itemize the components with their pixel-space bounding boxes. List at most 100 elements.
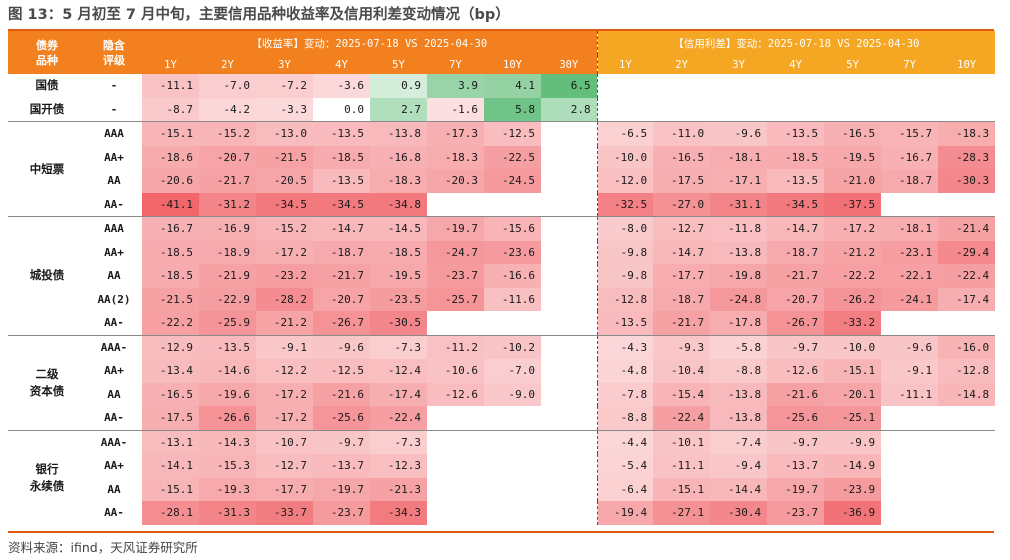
spread-change-cell: -17.4 (938, 287, 996, 311)
yield-change-cell: -18.7 (313, 240, 370, 264)
yield-change-cell: -3.3 (256, 97, 313, 122)
spread-change-cell: -12.6 (767, 359, 825, 383)
spread-change-cell: -13.7 (767, 454, 825, 478)
spread-change-cell: -9.8 (597, 240, 654, 264)
yield-change-cell: -12.3 (370, 454, 427, 478)
table-row: 银行 永续债 AAA- -13.1 -14.3 -10.7 -9.7 -7.3 -4.4 -10.… (8, 429, 996, 525)
yield-change-cell: -23.5 (370, 287, 427, 311)
spread-change-cell: -8.8 (710, 359, 768, 383)
spread-change-cell: -12.0 (597, 169, 654, 193)
yield-change-cell: -21.3 (370, 477, 427, 501)
yield-change-cell: -7.0 (484, 359, 541, 383)
table-row: AA -20.6 -21.7 -20.5 -13.5 -18.3 -20.3 -24.5 -12… (8, 169, 996, 193)
yield-change-cell: -16.5 (142, 382, 199, 406)
spread-change-cell: -19.4 (597, 501, 654, 525)
yield-change-cell: -14.6 (199, 359, 256, 383)
yield-change-cell: -19.7 (313, 477, 370, 501)
yield-change-cell (427, 406, 484, 430)
spread-change-cell: -17.7 (653, 264, 711, 288)
yield-change-cell (427, 429, 484, 454)
spread-change-cell (881, 429, 939, 454)
yield-change-cell: -13.5 (313, 121, 370, 146)
rating-label: AA- (104, 316, 124, 330)
header-spread-term: 2Y (653, 55, 711, 74)
spread-change-cell: -16.0 (938, 334, 996, 359)
spread-change-cell (938, 406, 996, 430)
spread-change-cell: -8.0 (597, 216, 654, 241)
yield-change-cell: -34.8 (370, 192, 427, 217)
spread-change-cell: -14.7 (767, 216, 825, 241)
yield-change-cell (484, 406, 541, 430)
yield-change-cell: -18.6 (142, 145, 199, 169)
yield-change-cell (484, 311, 541, 335)
yield-change-cell (541, 501, 598, 525)
spread-change-cell: -13.8 (710, 406, 768, 430)
spread-change-cell: -20.1 (824, 382, 882, 406)
yield-change-cell: -17.2 (256, 240, 313, 264)
yield-change-cell: -28.2 (256, 287, 313, 311)
spread-change-cell: -21.4 (938, 216, 996, 241)
yield-change-cell: -22.5 (484, 145, 541, 169)
yield-change-cell: -21.5 (256, 145, 313, 169)
spread-change-cell: -13.5 (767, 121, 825, 146)
spread-change-cell: -29.4 (938, 240, 996, 264)
yield-change-cell: -20.3 (427, 169, 484, 193)
rating-label: AA (107, 174, 121, 188)
spread-change-cell: -18.3 (938, 121, 996, 146)
bond-type-label: 城投债 (8, 216, 86, 335)
spread-change-cell (881, 477, 939, 501)
header-yield-group: 【收益率】变动：2025-07-18 VS 2025-04-30 (142, 31, 598, 55)
table-row: AA -15.1 -19.3 -17.7 -19.7 -21.3 -6.4 -15.1 -14.… (8, 477, 996, 501)
header-rating: 隐含 评级 (86, 31, 142, 74)
spread-change-cell: -6.4 (597, 477, 654, 501)
yield-change-cell: -19.5 (370, 264, 427, 288)
spread-change-cell: -14.8 (938, 382, 996, 406)
header-yield-term: 10Y (484, 55, 541, 74)
yield-change-cell (427, 477, 484, 501)
yield-change-cell: -10.7 (256, 429, 313, 454)
spread-change-cell (881, 501, 939, 525)
yield-change-cell: -18.5 (313, 145, 370, 169)
yield-change-cell: -8.7 (142, 97, 199, 122)
yield-change-cell: -12.5 (484, 121, 541, 146)
spread-change-cell: -18.5 (767, 145, 825, 169)
spread-change-cell: -4.8 (597, 359, 654, 383)
spread-change-cell: -15.4 (653, 382, 711, 406)
spread-change-cell (824, 97, 882, 122)
spread-change-cell: -9.7 (767, 334, 825, 359)
yield-change-cell: -13.0 (256, 121, 313, 146)
table-row: AA- -22.2 -25.9 -21.2 -26.7 -30.5 -13.5 -21.7 -1… (8, 311, 996, 335)
yield-change-cell: -15.6 (484, 216, 541, 241)
spread-change-cell: -7.8 (597, 382, 654, 406)
yield-change-cell (541, 311, 598, 335)
yield-change-cell: 0.0 (313, 97, 370, 122)
yield-change-cell: -18.5 (142, 240, 199, 264)
yield-change-cell: -23.7 (313, 501, 370, 525)
top-rule (8, 29, 994, 31)
spread-change-cell: -11.0 (653, 121, 711, 146)
yield-change-cell: -25.6 (313, 406, 370, 430)
spread-change-cell: -11.1 (653, 454, 711, 478)
bond-type-label: 二级 资本债 (8, 334, 86, 430)
yield-change-cell: -13.5 (313, 169, 370, 193)
yield-change-cell: 2.8 (541, 97, 598, 122)
yield-change-cell: 4.1 (484, 74, 541, 98)
yield-change-cell (541, 216, 598, 241)
spread-change-cell: -10.4 (653, 359, 711, 383)
spread-change-cell (938, 501, 996, 525)
spread-change-cell: -28.3 (938, 145, 996, 169)
yield-change-cell: -21.7 (199, 169, 256, 193)
yield-change-cell (541, 454, 598, 478)
yield-change-cell: -20.5 (256, 169, 313, 193)
spread-change-cell: -20.7 (767, 287, 825, 311)
header-yield-term: 3Y (256, 55, 313, 74)
header-yield-term: 5Y (370, 55, 427, 74)
spread-change-cell: -9.7 (767, 429, 825, 454)
spread-change-cell (938, 192, 996, 217)
rating-label: AAA (86, 216, 142, 241)
yield-change-cell: -20.7 (199, 145, 256, 169)
spread-change-cell (767, 97, 825, 122)
spread-change-cell: -23.7 (767, 501, 825, 525)
yield-change-cell: -23.7 (427, 264, 484, 288)
rating-label: AA (107, 269, 121, 283)
